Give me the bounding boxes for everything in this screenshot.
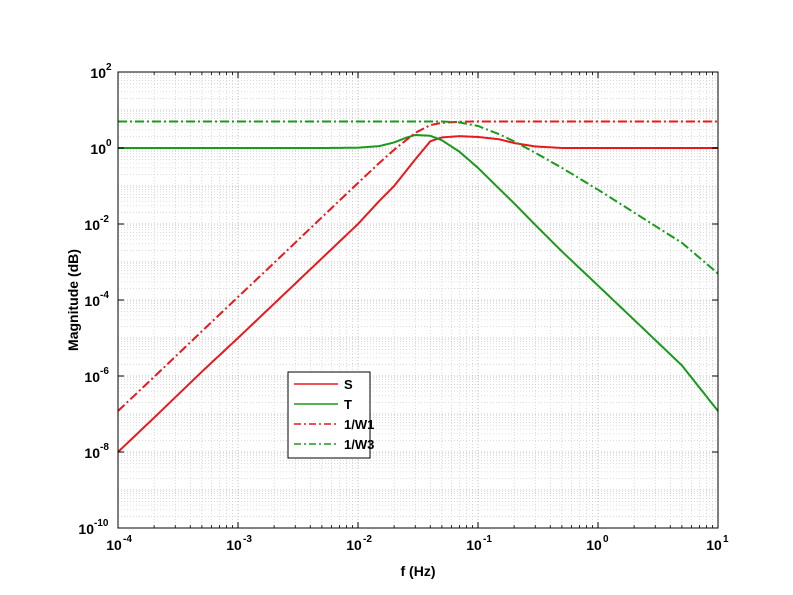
legend-entry: T bbox=[294, 397, 352, 412]
legend-entries: ST 1/W1 1/W3 bbox=[294, 377, 374, 452]
series-line-4 bbox=[118, 120, 719, 275]
y-axis-label: Magnitude (dB) bbox=[65, 249, 81, 351]
x-tick-exponent: -1 bbox=[483, 534, 492, 545]
x-tick-exponent: -3 bbox=[243, 534, 252, 545]
x-tick-label: 10 bbox=[226, 537, 242, 553]
x-tick-label: 10 bbox=[586, 537, 602, 553]
y-tick-exponent: -8 bbox=[100, 442, 109, 453]
y-tick-label: 10 bbox=[84, 217, 100, 233]
x-tick-labels: 10 -4 10 -3 10 -2 10 -1 10 0 10 1 bbox=[106, 534, 729, 553]
legend-label: S bbox=[344, 377, 353, 392]
y-tick-label: 10 bbox=[90, 65, 106, 81]
y-tick-exponent: -10 bbox=[94, 518, 109, 529]
legend-entry: S bbox=[294, 377, 353, 392]
x-tick-exponent: -2 bbox=[363, 534, 372, 545]
x-tick-label: 10 bbox=[346, 537, 362, 553]
x-tick-exponent: -4 bbox=[123, 534, 132, 545]
y-tick-label: 10 bbox=[90, 141, 106, 157]
legend-label: 1/W3 bbox=[344, 437, 374, 452]
legend: ST 1/W1 1/W3 bbox=[287, 371, 374, 459]
y-tick-exponent: -4 bbox=[100, 290, 109, 301]
legend-label: 1/W1 bbox=[344, 417, 374, 432]
x-tick-label: 10 bbox=[706, 537, 722, 553]
x-axis-label: f (Hz) bbox=[401, 563, 436, 579]
series-line-1 bbox=[117, 135, 718, 453]
series-layer bbox=[117, 120, 719, 453]
x-tick-label: 10 bbox=[466, 537, 482, 553]
series-line-3 bbox=[117, 120, 718, 412]
series-line-2 bbox=[118, 133, 719, 412]
y-tick-label: 10 bbox=[84, 293, 100, 309]
y-tick-exponent: 0 bbox=[106, 138, 112, 149]
tick-marks bbox=[117, 71, 719, 529]
y-tick-exponent: -2 bbox=[100, 214, 109, 225]
y-tick-exponent: -6 bbox=[100, 366, 109, 377]
x-tick-label: 10 bbox=[106, 537, 122, 553]
legend-entry: 1/W3 bbox=[294, 437, 374, 452]
legend-label: T bbox=[344, 397, 352, 412]
y-tick-exponent: 2 bbox=[106, 62, 112, 73]
x-tick-exponent: 0 bbox=[603, 534, 609, 545]
y-tick-label: 10 bbox=[84, 369, 100, 385]
y-tick-label: 10 bbox=[78, 521, 94, 537]
y-tick-label: 10 bbox=[84, 445, 100, 461]
x-tick-exponent: 1 bbox=[723, 534, 729, 545]
legend-entry: 1/W1 bbox=[294, 417, 374, 432]
